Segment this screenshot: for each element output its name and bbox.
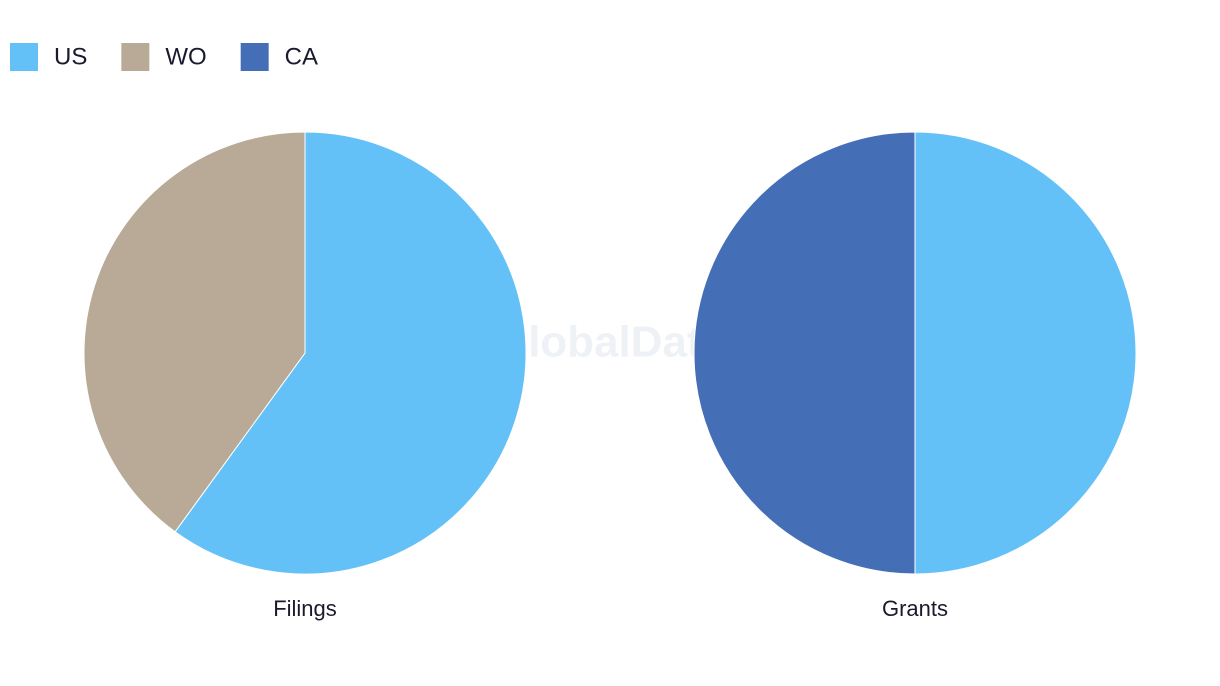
chart-title: Grants — [882, 596, 948, 621]
legend-swatch — [121, 43, 150, 71]
pie-slice — [174, 131, 527, 575]
chart-title: Filings — [273, 596, 337, 621]
legend-swatch — [240, 43, 269, 71]
pie-slice — [693, 131, 916, 575]
pie-slice — [914, 131, 1137, 575]
pie-slice — [83, 131, 306, 533]
legend-swatch — [10, 43, 38, 71]
watermark: GlobalData — [494, 318, 727, 367]
legend-label: US — [54, 43, 87, 70]
legend-label: WO — [165, 43, 206, 70]
legend-label: CA — [285, 43, 318, 70]
